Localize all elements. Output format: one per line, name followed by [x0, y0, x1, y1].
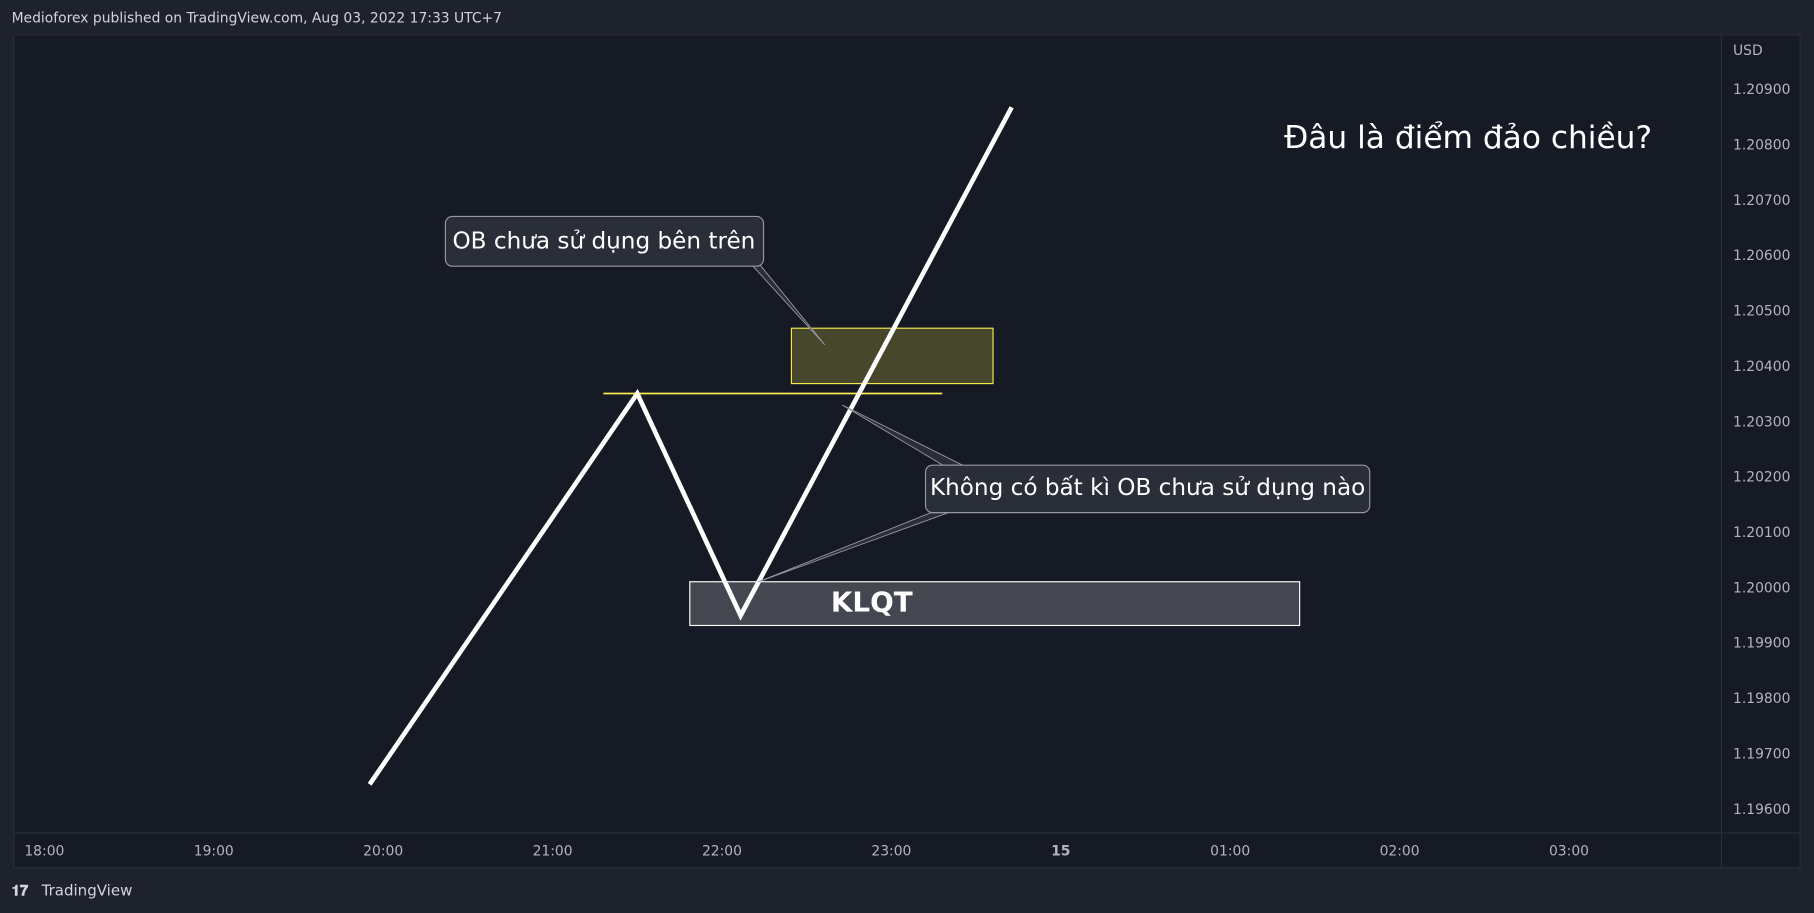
y-tick-label: 1.20300 — [1733, 414, 1790, 430]
y-tick-label: 1.20000 — [1733, 580, 1790, 596]
y-tick-label: 1.20200 — [1733, 470, 1790, 486]
price-line — [367, 106, 1014, 786]
callout-text: OB chưa sử dụng bên trên — [452, 228, 755, 254]
y-tick-label: 1.19900 — [1733, 636, 1790, 652]
x-tick-label: 19:00 — [194, 844, 234, 860]
callout-box — [444, 215, 765, 267]
x-tick-label: 02:00 — [1380, 844, 1420, 860]
x-tick-label: 15 — [1051, 844, 1070, 860]
footer: TradingView — [41, 881, 133, 899]
x-tick-label: 22:00 — [702, 844, 742, 860]
zone-label: KLQT — [831, 586, 913, 619]
x-tick-label: 21:00 — [533, 844, 573, 860]
y-tick-label: 1.19600 — [1733, 802, 1790, 818]
y-axis-label: USD — [1733, 43, 1763, 59]
x-tick-label: 18:00 — [24, 844, 64, 860]
y-tick-label: 1.20100 — [1733, 525, 1790, 541]
ob-zone — [790, 327, 994, 385]
y-tick-label: 1.20500 — [1733, 304, 1790, 320]
chart-title: Đâu là điểm đảo chiều? — [1284, 119, 1652, 156]
x-tick-label: 01:00 — [1210, 844, 1250, 860]
x-tick-label: 03:00 — [1549, 844, 1589, 860]
x-tick-label: 23:00 — [871, 844, 911, 860]
callout-text: Không có bất kì OB chưa sử dụng nào — [930, 475, 1365, 501]
callout-box — [924, 464, 1371, 514]
logo-mark: 𝟏𝟕 — [12, 881, 29, 899]
y-tick-label: 1.20400 — [1733, 359, 1790, 375]
klqt-zone — [689, 581, 1301, 627]
y-tick-label: 1.20700 — [1733, 193, 1790, 209]
chart-frame — [13, 34, 1801, 869]
logo: 𝟏𝟕 TradingView — [12, 881, 133, 899]
y-tick-label: 1.20800 — [1733, 138, 1790, 154]
y-tick-label: 1.20600 — [1733, 248, 1790, 264]
y-tick-label: 1.20900 — [1733, 82, 1790, 98]
header: Medioforex published on TradingView.com,… — [12, 11, 502, 27]
y-tick-label: 1.19800 — [1733, 691, 1790, 707]
x-tick-label: 20:00 — [363, 844, 403, 860]
y-tick-label: 1.19700 — [1733, 746, 1790, 762]
